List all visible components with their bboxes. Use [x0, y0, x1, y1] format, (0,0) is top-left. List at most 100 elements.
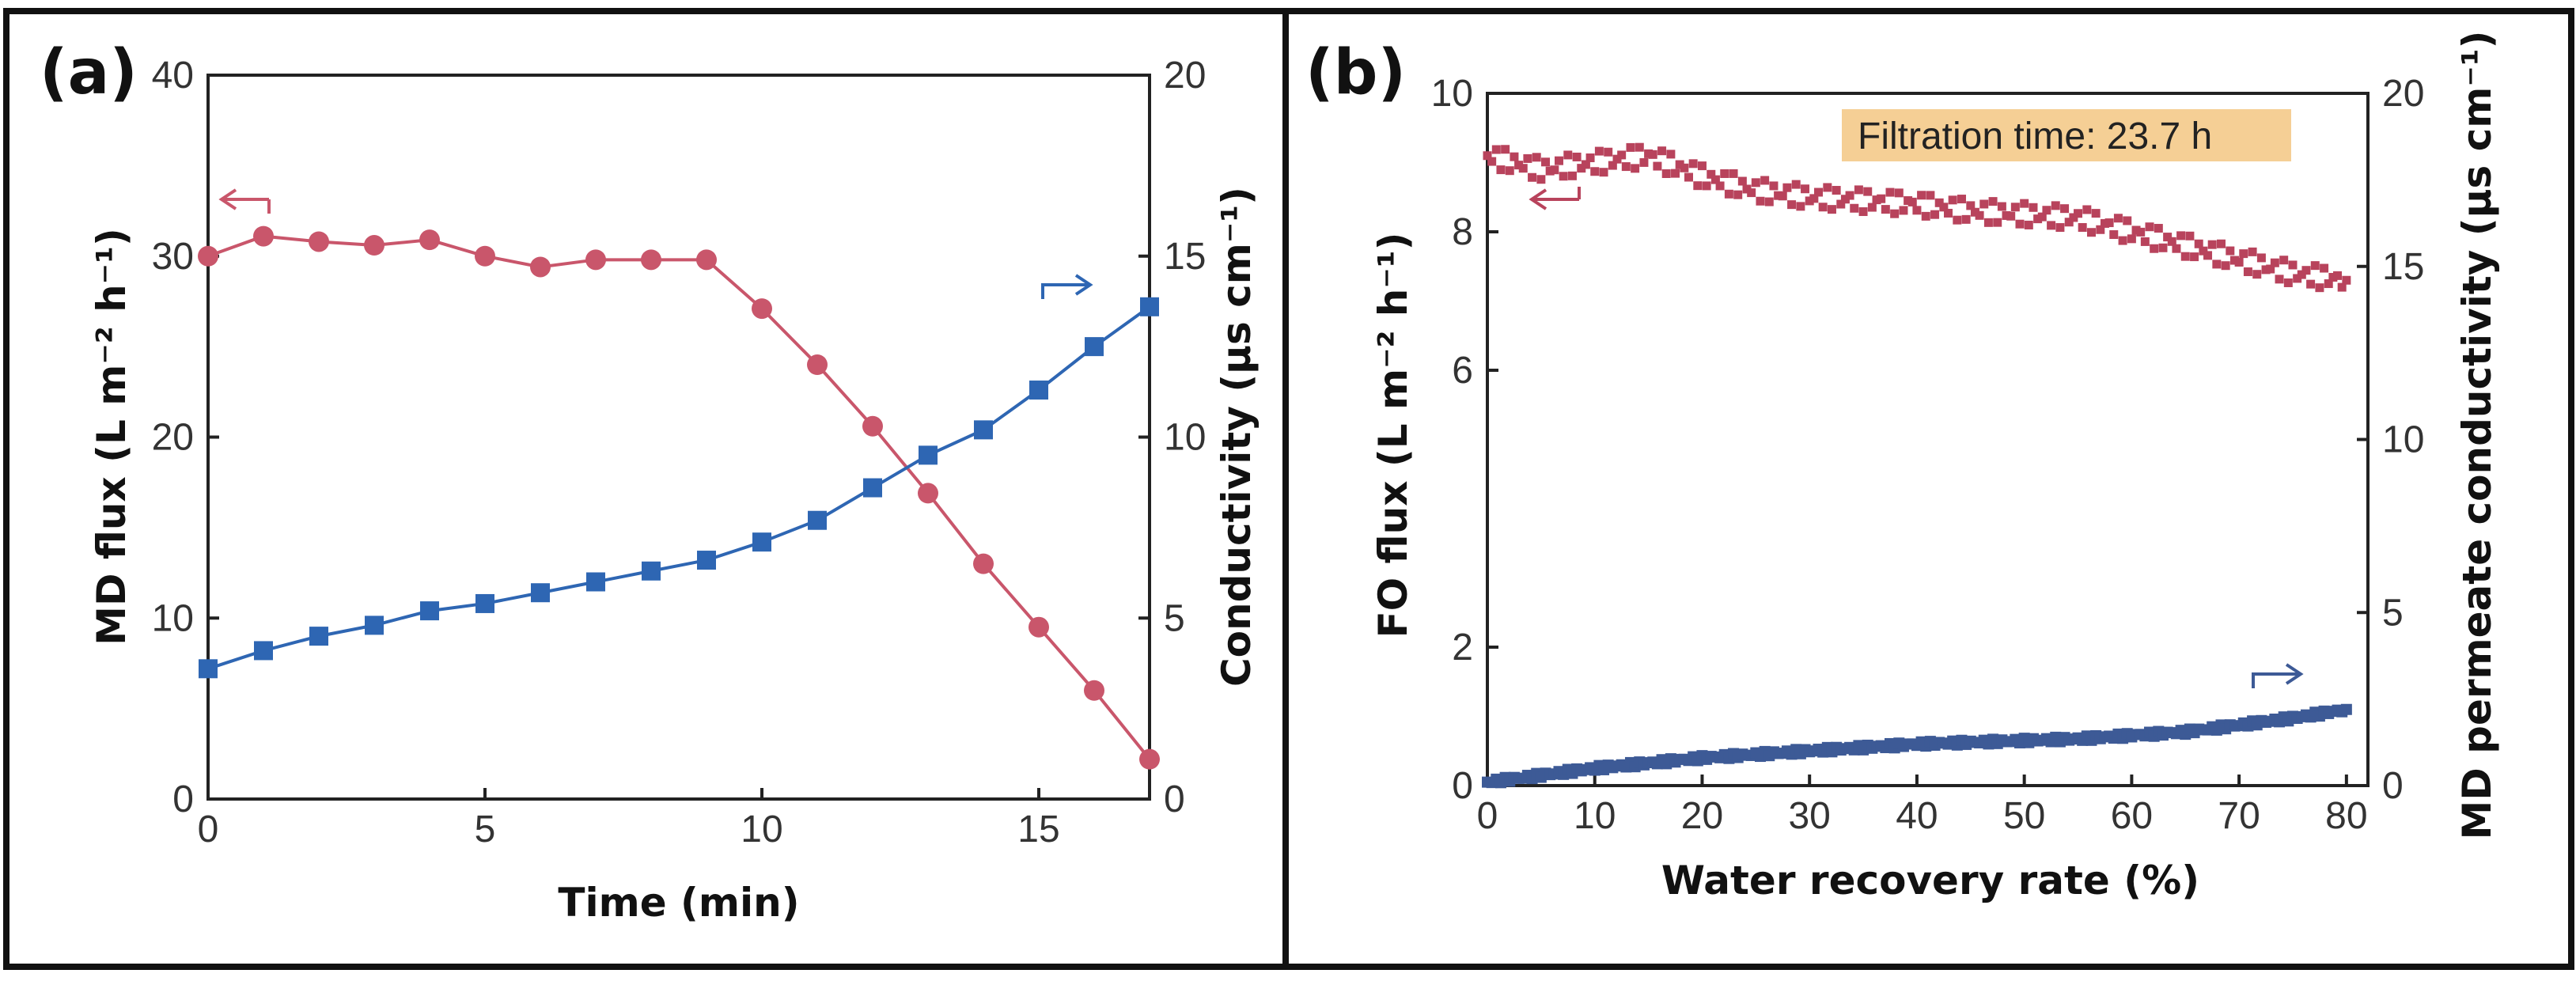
data-point	[1970, 207, 1979, 217]
data-point	[1572, 152, 1582, 161]
data-point	[2293, 274, 2302, 283]
data-point	[1979, 199, 1989, 209]
data-point	[2140, 237, 2150, 246]
data-point	[696, 249, 717, 271]
data-point	[2226, 246, 2235, 256]
data-point	[2207, 240, 2217, 249]
panel-a-y-ticks: 0 10 20 30 40	[152, 55, 219, 820]
data-point	[1688, 159, 1698, 169]
y-tick-label: 10	[152, 597, 194, 639]
data-point	[1594, 146, 1604, 156]
data-point	[2243, 267, 2252, 276]
data-point	[2217, 239, 2226, 248]
data-point	[1899, 206, 1908, 215]
data-point	[1604, 147, 1613, 157]
data-point	[1867, 203, 1877, 212]
data-point	[2328, 273, 2338, 282]
data-point	[1501, 145, 1510, 154]
y-tick-label: 40	[152, 55, 194, 97]
data-point	[2154, 224, 2163, 233]
data-point	[1675, 160, 1684, 169]
data-point	[1621, 162, 1631, 172]
y2-tick-label: 5	[2382, 592, 2404, 634]
data-point	[1948, 195, 1957, 205]
data-point	[1545, 166, 1555, 176]
data-point	[1536, 175, 1546, 184]
y-tick-label: 30	[152, 236, 194, 278]
data-point	[1666, 150, 1676, 159]
data-point	[1823, 183, 1832, 192]
data-point	[2069, 213, 2078, 222]
data-point	[2261, 265, 2271, 275]
panel-b-right-arrow-icon	[2252, 663, 2304, 688]
data-point	[2086, 228, 2096, 237]
data-point	[2288, 260, 2298, 270]
data-point	[2239, 249, 2248, 259]
data-point	[2275, 275, 2284, 284]
data-point	[1737, 176, 1747, 186]
data-point	[1140, 297, 1159, 316]
data-point	[863, 478, 882, 498]
data-point	[2158, 243, 2168, 252]
panel-a-y2-axis-label: Conductivity (µs cm⁻¹)	[1214, 187, 1260, 687]
data-point	[1751, 178, 1760, 187]
data-point	[2180, 252, 2190, 261]
data-point	[1671, 169, 1680, 178]
panel-b-y2-ticks: 0 5 10 15 20	[2357, 73, 2424, 807]
data-point	[1626, 142, 1635, 152]
y2-tick-label: 10	[1164, 417, 1206, 459]
data-point	[1514, 161, 1524, 170]
y2-tick-label: 15	[2382, 246, 2424, 288]
data-point	[364, 235, 385, 256]
x-tick-label: 0	[198, 809, 219, 850]
x-tick-label: 30	[1788, 795, 1830, 837]
data-point	[807, 354, 828, 375]
series-line	[207, 305, 1151, 671]
annotation-box	[1842, 109, 2291, 161]
data-point	[1577, 164, 1586, 173]
x-tick-label: 5	[475, 809, 496, 850]
x-tick-label: 15	[1017, 809, 1059, 850]
data-point	[585, 249, 606, 271]
panel-a-left-arrow-icon	[218, 188, 271, 214]
panel-a-y2-ticks: 0 5 10 15 20	[1138, 55, 1206, 820]
data-point	[1840, 195, 1850, 204]
data-point	[199, 659, 218, 679]
data-point	[1993, 218, 2002, 227]
data-point	[1724, 189, 1733, 199]
data-point	[1550, 165, 1559, 175]
data-point	[1760, 176, 1770, 185]
data-point	[2221, 261, 2230, 271]
panel-b: (b) Filtration time: 23.7 h 0 10 20 30 40 50 6…	[1305, 31, 2500, 903]
data-point	[1657, 146, 1667, 156]
data-point	[1778, 191, 1787, 201]
y2-tick-label: 20	[1164, 55, 1206, 97]
panel-a-label: (a)	[40, 37, 138, 108]
panel-a-x-axis-label: Time (min)	[558, 880, 799, 926]
data-point	[1518, 164, 1528, 173]
x-tick-label: 10	[1574, 795, 1616, 837]
data-point	[309, 231, 329, 252]
data-point	[1742, 184, 1752, 194]
data-point	[1944, 208, 1953, 218]
data-point	[1697, 161, 1707, 171]
data-point	[586, 572, 605, 592]
x-tick-label: 50	[2003, 795, 2045, 837]
data-point	[1907, 197, 1917, 206]
data-point	[1084, 680, 1104, 701]
panel-b-label: (b)	[1305, 37, 1406, 108]
data-point	[1139, 748, 1160, 770]
data-point	[2015, 219, 2025, 229]
data-point	[2118, 236, 2127, 245]
y-tick-label: 0	[172, 778, 194, 820]
data-point	[1559, 172, 1568, 181]
data-point	[1702, 181, 1711, 191]
data-point	[1858, 207, 1868, 217]
data-point	[1912, 206, 1922, 215]
x-tick-label: 0	[1477, 795, 1498, 837]
data-point	[1720, 169, 1729, 178]
data-point	[1814, 187, 1824, 197]
data-point	[2185, 231, 2195, 241]
data-point	[1796, 202, 1805, 211]
